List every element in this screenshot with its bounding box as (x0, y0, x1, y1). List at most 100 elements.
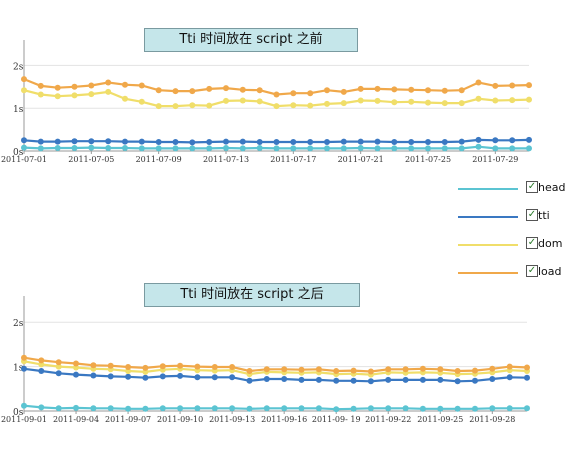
data-point-head-before (374, 145, 381, 152)
x-tick-label-after: 2011-09-01 (1, 415, 47, 424)
data-point-head-after (298, 405, 305, 412)
data-point-load-before (391, 86, 398, 93)
x-tick-label-after: 2011-09-16 (261, 415, 307, 424)
data-point-head-before (172, 145, 179, 152)
legend-checkbox-tti[interactable]: ✓ (526, 209, 538, 221)
data-point-tti-before (138, 138, 145, 145)
data-point-head-before (21, 144, 27, 151)
data-point-load-before (239, 86, 246, 93)
data-point-tti-before (155, 139, 162, 145)
legend-checkbox-dom[interactable]: ✓ (526, 237, 538, 249)
data-point-load-after (367, 368, 374, 375)
data-point-dom-before (526, 96, 532, 103)
data-point-tti-before (408, 139, 415, 145)
legend-item-tti[interactable]: ✓ tti (456, 208, 568, 226)
legend-label-dom: dom (538, 237, 563, 250)
data-point-head-before (391, 145, 398, 152)
data-point-tti-before (54, 138, 61, 145)
data-point-head-before (307, 145, 314, 152)
data-point-load-after (125, 364, 132, 370)
data-point-head-before (138, 145, 145, 152)
data-point-head-after (472, 405, 478, 412)
data-point-dom-before (273, 103, 280, 110)
data-point-tti-before (458, 138, 465, 145)
legend-swatch-tti (458, 216, 518, 218)
data-point-load-after (229, 364, 236, 370)
x-tick-label-after: 2011-09-04 (53, 415, 99, 424)
y-tick-label-before: 2s (13, 62, 24, 72)
data-point-tti-after (402, 376, 409, 383)
data-point-tti-after (90, 372, 97, 379)
data-point-load-after (472, 367, 478, 374)
data-point-dom-before (425, 99, 431, 106)
legend-item-load[interactable]: ✓ load (456, 264, 568, 282)
data-point-tti-before (492, 137, 499, 144)
data-point-tti-before (21, 137, 27, 144)
data-point-load-before (206, 85, 213, 92)
data-point-head-before (206, 145, 213, 152)
data-point-head-after (229, 405, 236, 412)
chart-title-after: Tti 时间放在 script 之后 (144, 283, 360, 307)
data-point-load-before (256, 87, 263, 94)
data-point-head-before (290, 145, 297, 152)
data-point-load-before (408, 86, 415, 93)
data-point-load-after (263, 366, 270, 373)
data-point-head-after (263, 405, 270, 412)
legend-swatch-load (458, 272, 518, 274)
x-tick-label-before: 2011-07-21 (338, 155, 384, 164)
data-point-tti-after (506, 374, 513, 381)
data-point-head-after (333, 406, 340, 413)
data-point-tti-after (21, 365, 27, 372)
data-point-tti-before (105, 138, 112, 145)
data-point-head-after (402, 405, 409, 412)
data-point-head-after (454, 405, 461, 412)
x-tick-label-after: 2011-09-13 (209, 415, 255, 424)
data-point-load-before (526, 82, 532, 89)
data-point-load-after (506, 363, 513, 370)
data-point-load-before (37, 82, 44, 89)
data-point-dom-before (374, 97, 381, 104)
data-point-load-before (509, 82, 516, 89)
data-point-tti-before (189, 139, 196, 146)
legend-item-dom[interactable]: ✓ dom (456, 236, 568, 254)
data-point-head-before (324, 145, 330, 152)
data-point-load-before (492, 82, 499, 89)
data-point-head-before (340, 145, 347, 152)
chart-title-before: Tti 时间放在 script 之前 (144, 28, 358, 52)
x-tick-label-before: 2011-07-01 (1, 155, 47, 164)
data-point-head-after (73, 404, 79, 411)
data-point-head-before (273, 145, 280, 152)
data-point-head-after (142, 405, 149, 412)
data-point-head-before (54, 145, 61, 151)
data-point-dom-before (256, 98, 263, 105)
data-point-load-after (489, 365, 496, 372)
data-point-dom-before (458, 100, 465, 107)
data-point-tti-before (324, 139, 330, 145)
data-point-dom-before (172, 103, 179, 110)
legend-checkbox-load[interactable]: ✓ (526, 265, 538, 277)
legend-item-head[interactable]: ✓ head (456, 180, 568, 198)
legend-label-head: head (538, 181, 566, 194)
data-point-head-after (315, 405, 322, 412)
y-tick-label-after: 2s (13, 319, 24, 329)
data-point-dom-before (307, 102, 314, 109)
data-point-dom-before (290, 102, 297, 109)
data-point-tti-after (73, 371, 79, 378)
data-point-load-after (402, 366, 409, 373)
data-point-load-before (307, 90, 314, 97)
data-point-load-after (524, 364, 530, 371)
legend-swatch-dom (458, 244, 518, 246)
data-point-tti-before (290, 139, 297, 145)
data-point-load-after (350, 367, 357, 374)
legend-checkbox-head[interactable]: ✓ (526, 181, 538, 193)
data-point-load-after (90, 362, 97, 369)
data-point-head-before (239, 145, 246, 152)
data-point-head-before (105, 145, 112, 151)
data-point-load-after (437, 366, 444, 373)
data-point-head-after (506, 405, 513, 412)
x-tick-label-after: 2011-09-28 (469, 415, 515, 424)
data-point-head-before (425, 145, 431, 152)
data-point-load-before (105, 79, 112, 86)
data-point-tti-before (71, 138, 78, 145)
